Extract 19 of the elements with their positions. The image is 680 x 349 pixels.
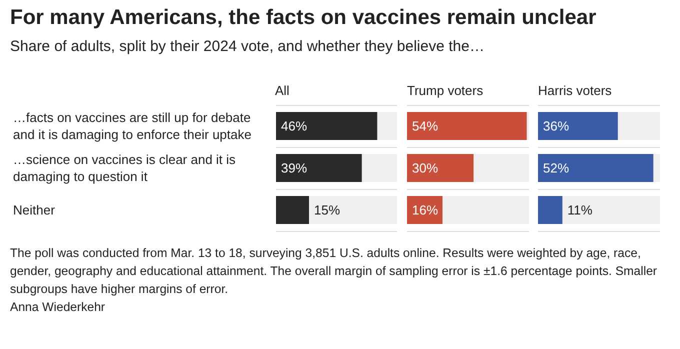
data-label: 36% bbox=[543, 118, 570, 134]
series-label: All bbox=[275, 83, 290, 98]
series-label: Harris voters bbox=[538, 83, 612, 98]
series-label: Trump voters bbox=[407, 83, 484, 98]
data-label: 30% bbox=[412, 160, 438, 176]
data-label: 15% bbox=[314, 202, 340, 218]
data-label: 39% bbox=[281, 160, 308, 176]
text: Anna Wiederkehr bbox=[10, 299, 106, 316]
data-label: 16% bbox=[412, 202, 438, 218]
text: The poll was conducted from Mar. 13 to 18, surveying 3,851 U.S. adults online. Results were weighted by age, race, gender, geography and educational attainment. The overall margin of sampling error is ±1.6 percentage points. Smaller subgroups have higher margins of error. bbox=[10, 245, 658, 298]
chart-subtitle: Share of adults, split by their 2024 vote, and whether they believe the… bbox=[10, 38, 486, 55]
data-label: 54% bbox=[412, 118, 438, 134]
data-label: 52% bbox=[543, 160, 570, 176]
y-tick-label: …facts on vaccines are still up for debate and it is damaging to enforce their uptake bbox=[13, 110, 254, 142]
y-tick-label: Neither bbox=[13, 202, 56, 218]
data-label: 11% bbox=[567, 202, 593, 218]
y-tick-label: …science on vaccines is clear and it is damaging to question it bbox=[13, 152, 240, 184]
chart-title: For many Americans, the facts on vaccines remain unclear bbox=[10, 6, 596, 30]
data-label: 46% bbox=[281, 118, 308, 134]
